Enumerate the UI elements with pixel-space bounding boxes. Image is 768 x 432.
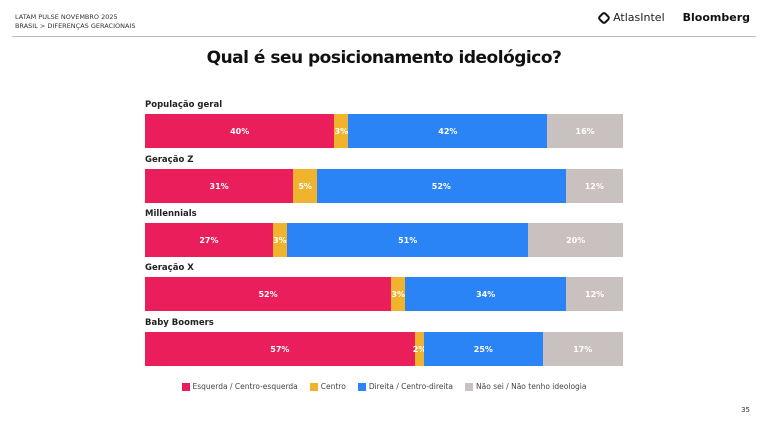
legend: Esquerda / Centro-esquerda Centro Direita …: [0, 382, 768, 391]
bar-segment: 52%: [145, 277, 392, 311]
bar-segment: 57%: [145, 332, 415, 366]
data-label: 17%: [573, 344, 593, 354]
legend-item: Centro: [309, 382, 346, 391]
data-label: 12%: [584, 181, 604, 191]
legend-swatch: [181, 382, 190, 391]
bar-segment: 40%: [145, 114, 335, 148]
bar-row: 57% 2% 25% 17%: [145, 332, 623, 366]
atlas-logo-icon: [597, 10, 612, 25]
bar-segment: 3%: [391, 277, 406, 311]
report-name: LATAM PULSE NOVEMBRO 2025: [15, 13, 118, 21]
bar-segment: 25%: [424, 332, 543, 366]
data-label: 3%: [391, 289, 405, 299]
bloomberg-logo: Bloomberg: [682, 11, 750, 24]
bar-segment: 17%: [542, 332, 623, 366]
data-label: 3%: [273, 235, 287, 245]
data-label: 2%: [412, 344, 427, 354]
data-label: 42%: [438, 126, 458, 136]
bar-segment: 12%: [565, 169, 623, 203]
data-label: 34%: [476, 289, 496, 299]
bar-segment: 16%: [547, 114, 623, 148]
logos: AtlasIntel Bloomberg: [597, 10, 750, 25]
page-number: 35: [741, 406, 750, 414]
bar-segment: 42%: [348, 114, 548, 148]
breadcrumb: BRASIL > DIFERENÇAS GERACIONAIS: [15, 22, 136, 30]
data-label: 57%: [270, 344, 290, 354]
category-label: Geração X: [145, 263, 194, 273]
bar-row: 52% 3% 34% 12%: [145, 277, 623, 311]
category-label: Geração Z: [145, 155, 194, 165]
category-label: População geral: [145, 100, 223, 110]
bar-segment: 20%: [528, 223, 623, 257]
bar-row: 27% 3% 51% 20%: [145, 223, 623, 257]
legend-item: Direita / Centro-direita: [357, 382, 454, 391]
legend-swatch: [465, 382, 474, 391]
legend-label: Direita / Centro-direita: [368, 382, 454, 391]
legend-label: Centro: [320, 382, 346, 391]
atlas-logo-text: AtlasIntel: [613, 11, 665, 24]
bar-row: 31% 5% 52% 12%: [145, 169, 623, 203]
bar-segment: 3%: [272, 223, 287, 257]
bar-segment: 27%: [145, 223, 273, 257]
bar-segment: 52%: [317, 169, 566, 203]
data-label: 16%: [575, 126, 595, 136]
data-label: 52%: [258, 289, 278, 299]
data-label: 5%: [298, 181, 312, 191]
data-label: 27%: [199, 235, 219, 245]
legend-swatch: [357, 382, 366, 391]
data-label: 20%: [566, 235, 586, 245]
data-label: 12%: [585, 289, 605, 299]
data-label: 3%: [334, 126, 349, 136]
category-label: Millennials: [145, 209, 197, 219]
stacked-bar-chart: População geral 40% 3% 42% 16% Geração Z 31% 5%…: [145, 100, 623, 370]
data-label: 31%: [209, 181, 229, 191]
data-label: 52%: [431, 181, 451, 191]
chart-title: Qual é seu posicionamento ideológico?: [206, 48, 562, 68]
legend-label: Não sei / Não tenho ideologia: [476, 382, 587, 391]
legend-swatch: [309, 382, 318, 391]
category-label: Baby Boomers: [145, 318, 214, 328]
bar-segment: 51%: [286, 223, 529, 257]
bar-segment: 3%: [334, 114, 349, 148]
legend-label: Esquerda / Centro-esquerda: [192, 382, 298, 391]
bar-segment: 34%: [405, 277, 567, 311]
bar-segment: 12%: [566, 277, 623, 311]
report-header: LATAM PULSE NOVEMBRO 2025 BRASIL > DIFER…: [15, 13, 136, 31]
data-label: 51%: [398, 235, 418, 245]
bar-row: 40% 3% 42% 16%: [145, 114, 623, 148]
bar-segment: 5%: [293, 169, 318, 203]
data-label: 40%: [230, 126, 250, 136]
legend-item: Esquerda / Centro-esquerda: [181, 382, 298, 391]
header-divider: [12, 36, 756, 37]
data-label: 25%: [473, 344, 493, 354]
atlasintel-logo: AtlasIntel: [597, 10, 665, 25]
legend-item: Não sei / Não tenho ideologia: [465, 382, 586, 391]
bar-segment: 2%: [412, 332, 427, 366]
bar-segment: 31%: [145, 169, 294, 203]
